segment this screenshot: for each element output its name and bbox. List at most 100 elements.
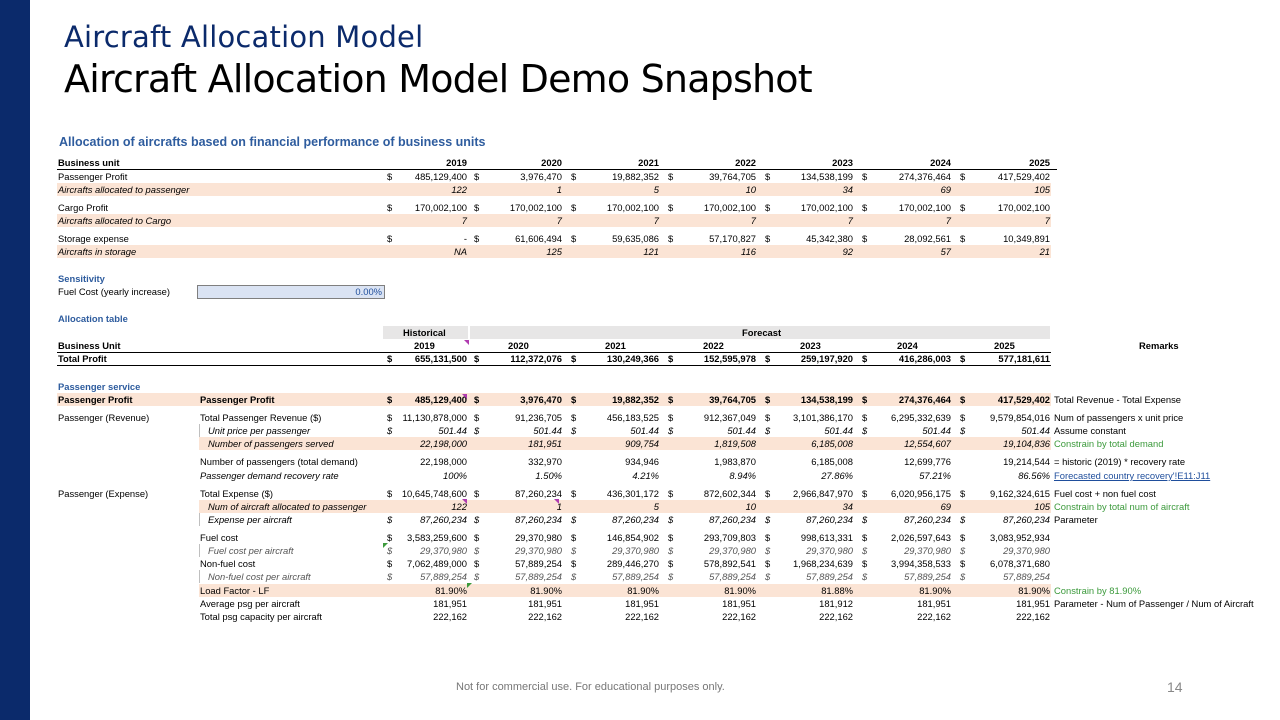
dollar-sign: $ [668, 545, 674, 556]
detail-value: 3,976,470 [520, 394, 562, 405]
dollar-sign: $ [474, 171, 480, 182]
detail-value: 274,376,464 [898, 394, 951, 405]
summary-value: 10,349,891 [1003, 233, 1050, 244]
remark-text[interactable]: Forecasted country recovery'!E11:J11 [1054, 470, 1211, 481]
detail-value: 3,101,386,170 [793, 412, 853, 423]
dollar-sign: $ [571, 233, 577, 244]
remarks-header: Remarks [1139, 340, 1179, 351]
detail-value: 29,370,980 [709, 545, 756, 556]
alloc-year-header: 2025 [994, 340, 1015, 351]
dollar-sign: $ [571, 571, 577, 582]
detail-value: 19,214,544 [1003, 456, 1050, 467]
dollar-sign: $ [765, 353, 771, 364]
summary-value: 7 [653, 215, 659, 226]
detail-row: Passenger (Revenue) Total Passenger Reven… [57, 411, 1257, 424]
dollar-sign: $ [474, 425, 480, 436]
summary-header-label: Business unit [58, 157, 120, 168]
unit-label: Passenger (Expense) [58, 488, 149, 499]
dollar-sign: $ [960, 353, 966, 364]
dollar-sign: $ [765, 202, 771, 213]
dollar-sign: $ [862, 488, 868, 499]
dollar-sign: $ [960, 532, 966, 543]
detail-value: 19,882,352 [612, 394, 659, 405]
summary-value: 105 [1034, 184, 1050, 195]
dollar-sign: $ [387, 202, 393, 213]
remark-text: Parameter - Num of Passenger / Num of Ai… [1054, 598, 1254, 609]
total-profit-value: 152,595,978 [703, 353, 756, 364]
detail-value: 289,446,270 [606, 558, 659, 569]
metric-label: Unit price per passenger [208, 425, 311, 436]
summary-row: Passenger Profit $485,129,400 $3,976,470 $1… [57, 170, 1051, 183]
dollar-sign: $ [387, 558, 393, 569]
dollar-sign: $ [668, 514, 674, 525]
dollar-sign: $ [668, 353, 674, 364]
metric-label: Number of passengers (total demand) [200, 456, 358, 467]
alloc-year-header: 2023 [800, 340, 821, 351]
detail-value: 10 [745, 501, 756, 512]
metric-label: Fuel cost per aircraft [208, 545, 294, 556]
comment-marker [554, 499, 559, 504]
summary-value: 134,538,199 [800, 171, 853, 182]
detail-value: 332,970 [528, 456, 562, 467]
detail-value: 3,583,259,600 [407, 532, 467, 543]
detail-value: 87,260,234 [709, 514, 756, 525]
historical-header-cell: Historical [383, 326, 468, 339]
dollar-sign: $ [862, 353, 868, 364]
dollar-sign: $ [474, 412, 480, 423]
summary-row-label: Aircrafts allocated to passenger [58, 184, 190, 195]
detail-value: 2,026,597,643 [891, 532, 951, 543]
detail-value: 222,162 [917, 611, 951, 622]
detail-value: 9,162,324,615 [990, 488, 1050, 499]
detail-value: 19,104,836 [1003, 438, 1050, 449]
sensitivity-label: Fuel Cost (yearly increase) [58, 286, 171, 297]
detail-value: 87,260,234 [420, 514, 467, 525]
dollar-sign: $ [765, 571, 771, 582]
detail-value: 3,083,952,934 [990, 532, 1050, 543]
summary-value: 7 [945, 215, 951, 226]
summary-row-label: Passenger Profit [58, 171, 128, 182]
detail-row: Fuel cost $3,583,259,600 $29,370,980 $146,8… [57, 531, 1257, 544]
remark-text: Constrain by 81.90% [1054, 585, 1142, 596]
detail-value: 222,162 [433, 611, 467, 622]
summary-value: 3,976,470 [520, 171, 562, 182]
fuel-cost-input[interactable]: 0.00% [197, 285, 385, 299]
metric-label: Load Factor - LF [200, 585, 270, 596]
metric-label: Passenger Profit [200, 394, 275, 405]
detail-value: 81.90% [435, 585, 467, 596]
row-highlight [199, 500, 1051, 513]
detail-value: 2,966,847,970 [793, 488, 853, 499]
detail-value: 39,764,705 [709, 394, 756, 405]
detail-value: 1 [556, 501, 562, 512]
summary-value: 69 [940, 184, 951, 195]
detail-value: 29,370,980 [1003, 545, 1050, 556]
sidebar-bar [0, 0, 30, 720]
summary-value: 122 [451, 184, 467, 195]
detail-value: 181,951 [917, 598, 951, 609]
slide-subtitle: Aircraft Allocation Model [64, 20, 424, 54]
dollar-sign: $ [387, 514, 393, 525]
detail-value: 501.44 [824, 425, 853, 436]
detail-value: 501.44 [727, 425, 756, 436]
comment-marker [464, 340, 469, 345]
detail-value: 105 [1034, 501, 1050, 512]
alloc-year-header: 2021 [605, 340, 626, 351]
summary-value: NA [453, 246, 467, 257]
summary-value: 7 [1044, 215, 1050, 226]
metric-label: Total Expense ($) [200, 488, 273, 499]
metric-label: Non-fuel cost [200, 558, 256, 569]
summary-value: 61,606,494 [515, 233, 562, 244]
detail-value: 57,889,254 [806, 571, 853, 582]
summary-row: Storage expense $ - $61,606,494 $59,635,086 $… [57, 232, 1051, 245]
detail-value: 29,370,980 [515, 532, 562, 543]
detail-value: 27.86% [821, 470, 853, 481]
summary-value: 170,002,100 [606, 202, 659, 213]
row-highlight [199, 584, 1051, 597]
unit-label: Passenger (Revenue) [58, 412, 150, 423]
dollar-sign: $ [387, 425, 393, 436]
detail-value: 181,951 [528, 598, 562, 609]
dollar-sign: $ [862, 412, 868, 423]
dollar-sign: $ [571, 394, 577, 405]
indent-border [199, 544, 1052, 557]
dollar-sign: $ [571, 171, 577, 182]
dollar-sign: $ [765, 425, 771, 436]
